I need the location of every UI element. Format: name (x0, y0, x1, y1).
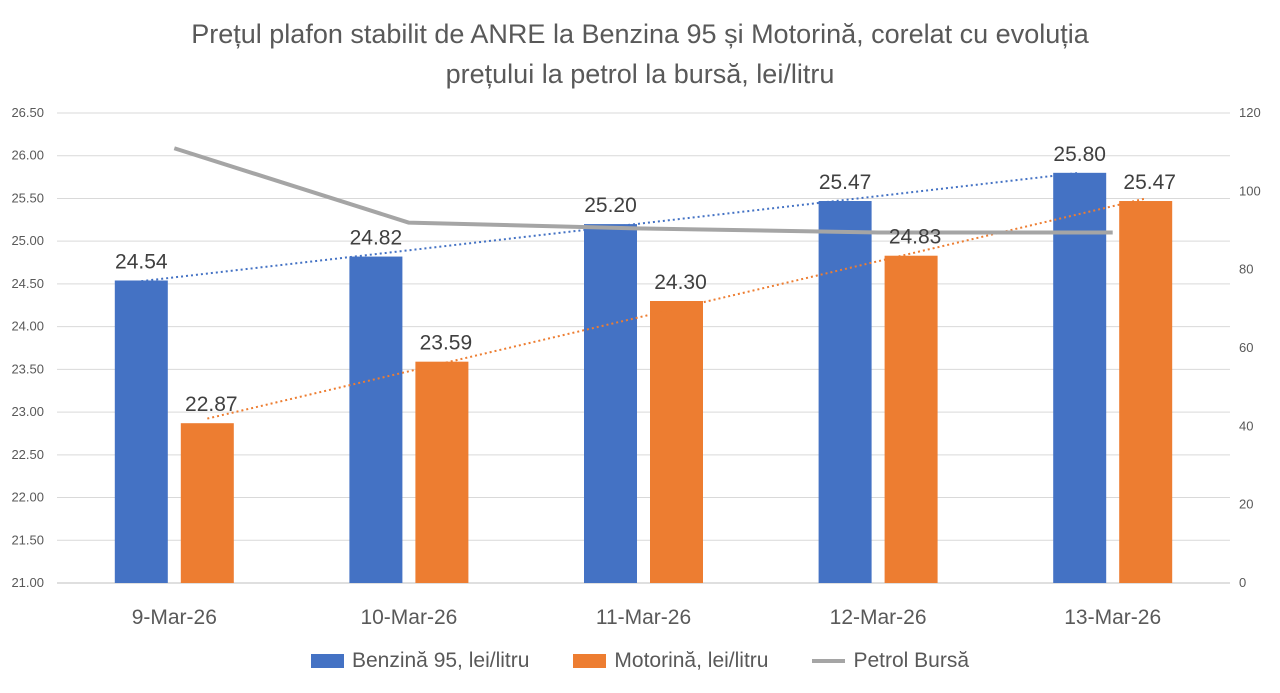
y-left-tick-label: 26.00 (11, 148, 44, 163)
data-label-motorina: 25.47 (1123, 171, 1176, 194)
data-label-benzina: 24.82 (350, 227, 403, 250)
bar-benzina (114, 280, 168, 583)
bar-benzina (1053, 172, 1107, 583)
y-right-tick-label: 100 (1239, 183, 1261, 198)
x-tick-label: 12-Mar-26 (830, 606, 927, 629)
x-tick-label: 11-Mar-26 (596, 606, 691, 629)
legend-label-motorina: Motorină, lei/litru (614, 649, 769, 672)
data-label-benzina: 24.54 (115, 250, 168, 273)
bar-motorina (650, 301, 703, 583)
y-left-tick-label: 23.50 (11, 361, 44, 376)
x-tick-label: 10-Mar-26 (360, 606, 457, 629)
data-label-motorina: 24.83 (889, 226, 942, 249)
chart-title: Prețul plafon stabilit de ANRE la Benzin… (0, 14, 1280, 94)
y-left-tick-label: 25.50 (11, 190, 44, 205)
y-right-tick-label: 20 (1239, 497, 1253, 512)
legend-item-benzina: Benzină 95, lei/litru (310, 649, 530, 673)
legend: Benzină 95, lei/litru Motorină, lei/litr… (0, 649, 1280, 673)
chart-title-line-2: prețului la petrol la bursă, lei/litru (445, 59, 835, 89)
y-left-tick-label: 24.50 (11, 276, 44, 291)
y-right-tick-label: 80 (1239, 262, 1253, 277)
y-left-tick-label: 22.00 (11, 490, 44, 505)
y-left-tick-label: 21.50 (11, 532, 44, 547)
legend-swatch-motorina (573, 654, 607, 668)
y-right-tick-label: 40 (1239, 418, 1253, 433)
legend-item-petrol: Petrol Bursă (812, 649, 969, 673)
legend-label-benzina: Benzină 95, lei/litru (351, 649, 530, 672)
legend-label-petrol: Petrol Bursă (853, 649, 970, 672)
data-label-motorina: 24.30 (654, 271, 707, 294)
y-left-tick-label: 23.00 (11, 404, 44, 419)
bar-benzina (584, 224, 637, 583)
y-left-tick-label: 21.00 (11, 575, 44, 590)
line-petrol-bursa (173, 146, 1113, 235)
trendline-motorina (207, 197, 1146, 420)
data-label-benzina: 25.20 (584, 194, 637, 217)
bar-benzina (818, 201, 872, 583)
bar-motorina (415, 361, 469, 583)
x-tick-label: 9-Mar-26 (132, 606, 217, 629)
data-label-motorina: 23.59 (420, 332, 473, 355)
legend-swatch-petrol (812, 659, 846, 663)
bar-benzina (349, 256, 403, 583)
legend-item-motorina: Motorină, lei/litru (573, 649, 768, 673)
bar-motorina (1119, 201, 1173, 583)
y-left-tick-label: 26.50 (11, 105, 44, 120)
data-label-benzina: 25.47 (819, 171, 872, 194)
y-right-tick-label: 60 (1239, 340, 1253, 355)
data-label-motorina: 22.87 (185, 393, 238, 416)
data-label-benzina: 25.80 (1053, 143, 1106, 166)
bar-motorina (180, 423, 234, 583)
y-left-tick-label: 22.50 (11, 447, 44, 462)
y-left-tick-label: 24.00 (11, 319, 44, 334)
y-right-tick-label: 120 (1239, 105, 1261, 120)
bar-motorina (884, 255, 938, 583)
legend-swatch-benzina (310, 654, 344, 668)
chart-title-line-1: Prețul plafon stabilit de ANRE la Benzin… (191, 19, 1089, 49)
y-right-tick-label: 0 (1239, 575, 1246, 590)
x-tick-label: 13-Mar-26 (1064, 606, 1161, 629)
y-left-tick-label: 25.00 (11, 233, 44, 248)
